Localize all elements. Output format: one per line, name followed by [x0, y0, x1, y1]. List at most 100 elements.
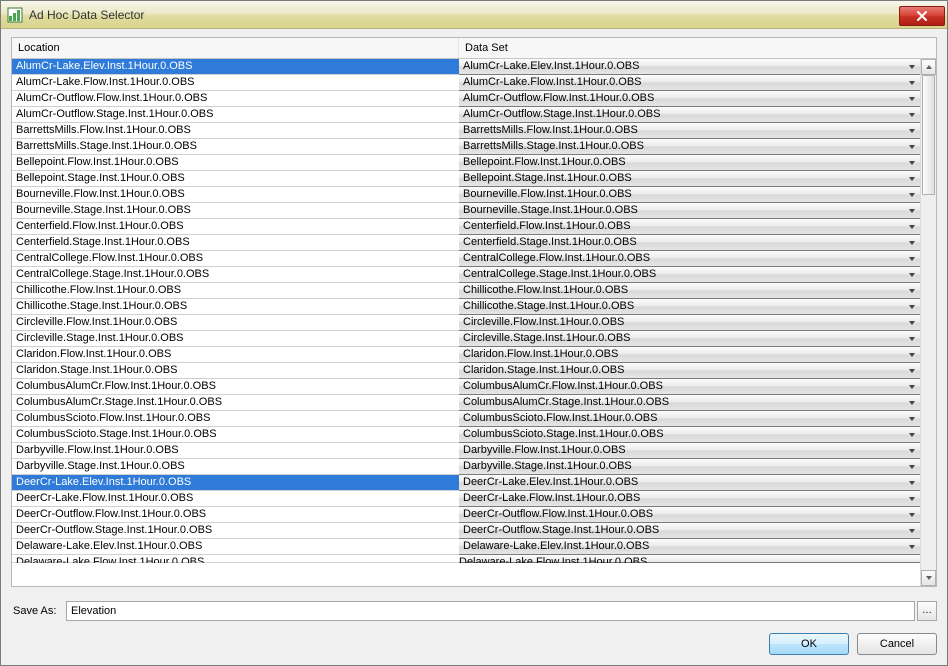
- table-row[interactable]: Delaware-Lake.Flow.Inst.1Hour.0.OBSDelaw…: [12, 555, 920, 563]
- close-button[interactable]: [899, 6, 945, 26]
- chevron-down-icon[interactable]: [905, 460, 919, 474]
- table-row[interactable]: Darbyville.Flow.Inst.1Hour.0.OBSDarbyvil…: [12, 443, 920, 459]
- data-set-dropdown[interactable]: DeerCr-Lake.Flow.Inst.1Hour.0.OBS: [459, 491, 920, 507]
- chevron-down-icon[interactable]: [905, 124, 919, 138]
- scroll-track[interactable]: [921, 75, 936, 570]
- chevron-down-icon[interactable]: [905, 524, 919, 538]
- data-set-dropdown[interactable]: Bellepoint.Stage.Inst.1Hour.0.OBS: [459, 171, 920, 187]
- browse-button[interactable]: …: [917, 601, 937, 621]
- chevron-down-icon[interactable]: [905, 108, 919, 122]
- table-row[interactable]: Delaware-Lake.Elev.Inst.1Hour.0.OBSDelaw…: [12, 539, 920, 555]
- data-set-dropdown[interactable]: Darbyville.Stage.Inst.1Hour.0.OBS: [459, 459, 920, 475]
- table-row[interactable]: DeerCr-Lake.Elev.Inst.1Hour.0.OBSDeerCr-…: [12, 475, 920, 491]
- chevron-down-icon[interactable]: [905, 428, 919, 442]
- chevron-down-icon[interactable]: [905, 412, 919, 426]
- table-row[interactable]: AlumCr-Outflow.Flow.Inst.1Hour.0.OBSAlum…: [12, 91, 920, 107]
- chevron-down-icon[interactable]: [905, 540, 919, 554]
- location-cell[interactable]: Delaware-Lake.Elev.Inst.1Hour.0.OBS: [12, 539, 459, 555]
- location-cell[interactable]: DeerCr-Outflow.Stage.Inst.1Hour.0.OBS: [12, 523, 459, 539]
- table-row[interactable]: Circleville.Flow.Inst.1Hour.0.OBSCirclev…: [12, 315, 920, 331]
- location-cell[interactable]: Bellepoint.Flow.Inst.1Hour.0.OBS: [12, 155, 459, 171]
- chevron-down-icon[interactable]: [905, 300, 919, 314]
- table-row[interactable]: AlumCr-Lake.Flow.Inst.1Hour.0.OBSAlumCr-…: [12, 75, 920, 91]
- table-row[interactable]: Bellepoint.Stage.Inst.1Hour.0.OBSBellepo…: [12, 171, 920, 187]
- location-cell[interactable]: Chillicothe.Stage.Inst.1Hour.0.OBS: [12, 299, 459, 315]
- location-cell[interactable]: AlumCr-Outflow.Stage.Inst.1Hour.0.OBS: [12, 107, 459, 123]
- location-cell[interactable]: Centerfield.Flow.Inst.1Hour.0.OBS: [12, 219, 459, 235]
- data-set-dropdown[interactable]: Claridon.Stage.Inst.1Hour.0.OBS: [459, 363, 920, 379]
- chevron-down-icon[interactable]: [905, 316, 919, 330]
- data-set-dropdown[interactable]: BarrettsMills.Flow.Inst.1Hour.0.OBS: [459, 123, 920, 139]
- data-set-dropdown[interactable]: Bourneville.Stage.Inst.1Hour.0.OBS: [459, 203, 920, 219]
- table-row[interactable]: AlumCr-Outflow.Stage.Inst.1Hour.0.OBSAlu…: [12, 107, 920, 123]
- title-bar[interactable]: Ad Hoc Data Selector: [1, 1, 947, 29]
- data-set-dropdown[interactable]: Circleville.Stage.Inst.1Hour.0.OBS: [459, 331, 920, 347]
- chevron-down-icon[interactable]: [905, 364, 919, 378]
- data-set-dropdown[interactable]: DeerCr-Outflow.Flow.Inst.1Hour.0.OBS: [459, 507, 920, 523]
- table-row[interactable]: BarrettsMills.Stage.Inst.1Hour.0.OBSBarr…: [12, 139, 920, 155]
- ok-button[interactable]: OK: [769, 633, 849, 655]
- scroll-down-button[interactable]: [921, 570, 936, 586]
- chevron-down-icon[interactable]: [905, 444, 919, 458]
- table-row[interactable]: ColumbusAlumCr.Flow.Inst.1Hour.0.OBSColu…: [12, 379, 920, 395]
- data-set-dropdown[interactable]: AlumCr-Outflow.Stage.Inst.1Hour.0.OBS: [459, 107, 920, 123]
- table-row[interactable]: CentralCollege.Flow.Inst.1Hour.0.OBSCent…: [12, 251, 920, 267]
- data-set-dropdown[interactable]: Delaware-Lake.Elev.Inst.1Hour.0.OBS: [459, 539, 920, 555]
- header-data-set[interactable]: Data Set: [459, 38, 936, 58]
- header-location[interactable]: Location: [12, 38, 459, 58]
- location-cell[interactable]: BarrettsMills.Stage.Inst.1Hour.0.OBS: [12, 139, 459, 155]
- location-cell[interactable]: Darbyville.Stage.Inst.1Hour.0.OBS: [12, 459, 459, 475]
- location-cell[interactable]: CentralCollege.Flow.Inst.1Hour.0.OBS: [12, 251, 459, 267]
- location-cell[interactable]: Claridon.Stage.Inst.1Hour.0.OBS: [12, 363, 459, 379]
- data-set-dropdown[interactable]: Claridon.Flow.Inst.1Hour.0.OBS: [459, 347, 920, 363]
- data-set-dropdown[interactable]: Delaware-Lake.Flow.Inst.1Hour.0.OBS: [459, 555, 920, 563]
- data-set-dropdown[interactable]: Circleville.Flow.Inst.1Hour.0.OBS: [459, 315, 920, 331]
- data-set-dropdown[interactable]: ColumbusAlumCr.Flow.Inst.1Hour.0.OBS: [459, 379, 920, 395]
- table-row[interactable]: Circleville.Stage.Inst.1Hour.0.OBSCircle…: [12, 331, 920, 347]
- table-row[interactable]: Centerfield.Flow.Inst.1Hour.0.OBSCenterf…: [12, 219, 920, 235]
- chevron-down-icon[interactable]: [905, 332, 919, 346]
- vertical-scrollbar[interactable]: [920, 59, 936, 586]
- table-row[interactable]: ColumbusScioto.Flow.Inst.1Hour.0.OBSColu…: [12, 411, 920, 427]
- save-as-input[interactable]: [66, 601, 915, 621]
- location-cell[interactable]: Circleville.Stage.Inst.1Hour.0.OBS: [12, 331, 459, 347]
- data-set-dropdown[interactable]: AlumCr-Lake.Flow.Inst.1Hour.0.OBS: [459, 75, 920, 91]
- table-row[interactable]: CentralCollege.Stage.Inst.1Hour.0.OBSCen…: [12, 267, 920, 283]
- data-set-dropdown[interactable]: ColumbusAlumCr.Stage.Inst.1Hour.0.OBS: [459, 395, 920, 411]
- location-cell[interactable]: Delaware-Lake.Flow.Inst.1Hour.0.OBS: [12, 555, 459, 563]
- scroll-thumb[interactable]: [922, 75, 935, 195]
- location-cell[interactable]: AlumCr-Lake.Flow.Inst.1Hour.0.OBS: [12, 75, 459, 91]
- chevron-down-icon[interactable]: [905, 252, 919, 266]
- table-row[interactable]: DeerCr-Outflow.Stage.Inst.1Hour.0.OBSDee…: [12, 523, 920, 539]
- location-cell[interactable]: ColumbusScioto.Stage.Inst.1Hour.0.OBS: [12, 427, 459, 443]
- location-cell[interactable]: Bourneville.Flow.Inst.1Hour.0.OBS: [12, 187, 459, 203]
- chevron-down-icon[interactable]: [905, 204, 919, 218]
- location-cell[interactable]: AlumCr-Lake.Elev.Inst.1Hour.0.OBS: [12, 59, 459, 75]
- data-set-dropdown[interactable]: Centerfield.Stage.Inst.1Hour.0.OBS: [459, 235, 920, 251]
- chevron-down-icon[interactable]: [905, 220, 919, 234]
- table-row[interactable]: Bourneville.Flow.Inst.1Hour.0.OBSBournev…: [12, 187, 920, 203]
- location-cell[interactable]: DeerCr-Outflow.Flow.Inst.1Hour.0.OBS: [12, 507, 459, 523]
- chevron-down-icon[interactable]: [905, 268, 919, 282]
- location-cell[interactable]: AlumCr-Outflow.Flow.Inst.1Hour.0.OBS: [12, 91, 459, 107]
- chevron-down-icon[interactable]: [905, 92, 919, 106]
- table-row[interactable]: Centerfield.Stage.Inst.1Hour.0.OBSCenter…: [12, 235, 920, 251]
- table-row[interactable]: Bourneville.Stage.Inst.1Hour.0.OBSBourne…: [12, 203, 920, 219]
- chevron-down-icon[interactable]: [905, 380, 919, 394]
- chevron-down-icon[interactable]: [905, 140, 919, 154]
- data-set-dropdown[interactable]: Bellepoint.Flow.Inst.1Hour.0.OBS: [459, 155, 920, 171]
- data-set-dropdown[interactable]: Centerfield.Flow.Inst.1Hour.0.OBS: [459, 219, 920, 235]
- data-set-dropdown[interactable]: CentralCollege.Stage.Inst.1Hour.0.OBS: [459, 267, 920, 283]
- data-set-dropdown[interactable]: DeerCr-Lake.Elev.Inst.1Hour.0.OBS: [459, 475, 920, 491]
- location-cell[interactable]: Circleville.Flow.Inst.1Hour.0.OBS: [12, 315, 459, 331]
- chevron-down-icon[interactable]: [905, 476, 919, 490]
- data-set-dropdown[interactable]: AlumCr-Outflow.Flow.Inst.1Hour.0.OBS: [459, 91, 920, 107]
- table-row[interactable]: ColumbusScioto.Stage.Inst.1Hour.0.OBSCol…: [12, 427, 920, 443]
- table-row[interactable]: Bellepoint.Flow.Inst.1Hour.0.OBSBellepoi…: [12, 155, 920, 171]
- data-set-dropdown[interactable]: BarrettsMills.Stage.Inst.1Hour.0.OBS: [459, 139, 920, 155]
- location-cell[interactable]: ColumbusAlumCr.Stage.Inst.1Hour.0.OBS: [12, 395, 459, 411]
- chevron-down-icon[interactable]: [905, 188, 919, 202]
- table-row[interactable]: ColumbusAlumCr.Stage.Inst.1Hour.0.OBSCol…: [12, 395, 920, 411]
- table-row[interactable]: Darbyville.Stage.Inst.1Hour.0.OBSDarbyvi…: [12, 459, 920, 475]
- location-cell[interactable]: ColumbusScioto.Flow.Inst.1Hour.0.OBS: [12, 411, 459, 427]
